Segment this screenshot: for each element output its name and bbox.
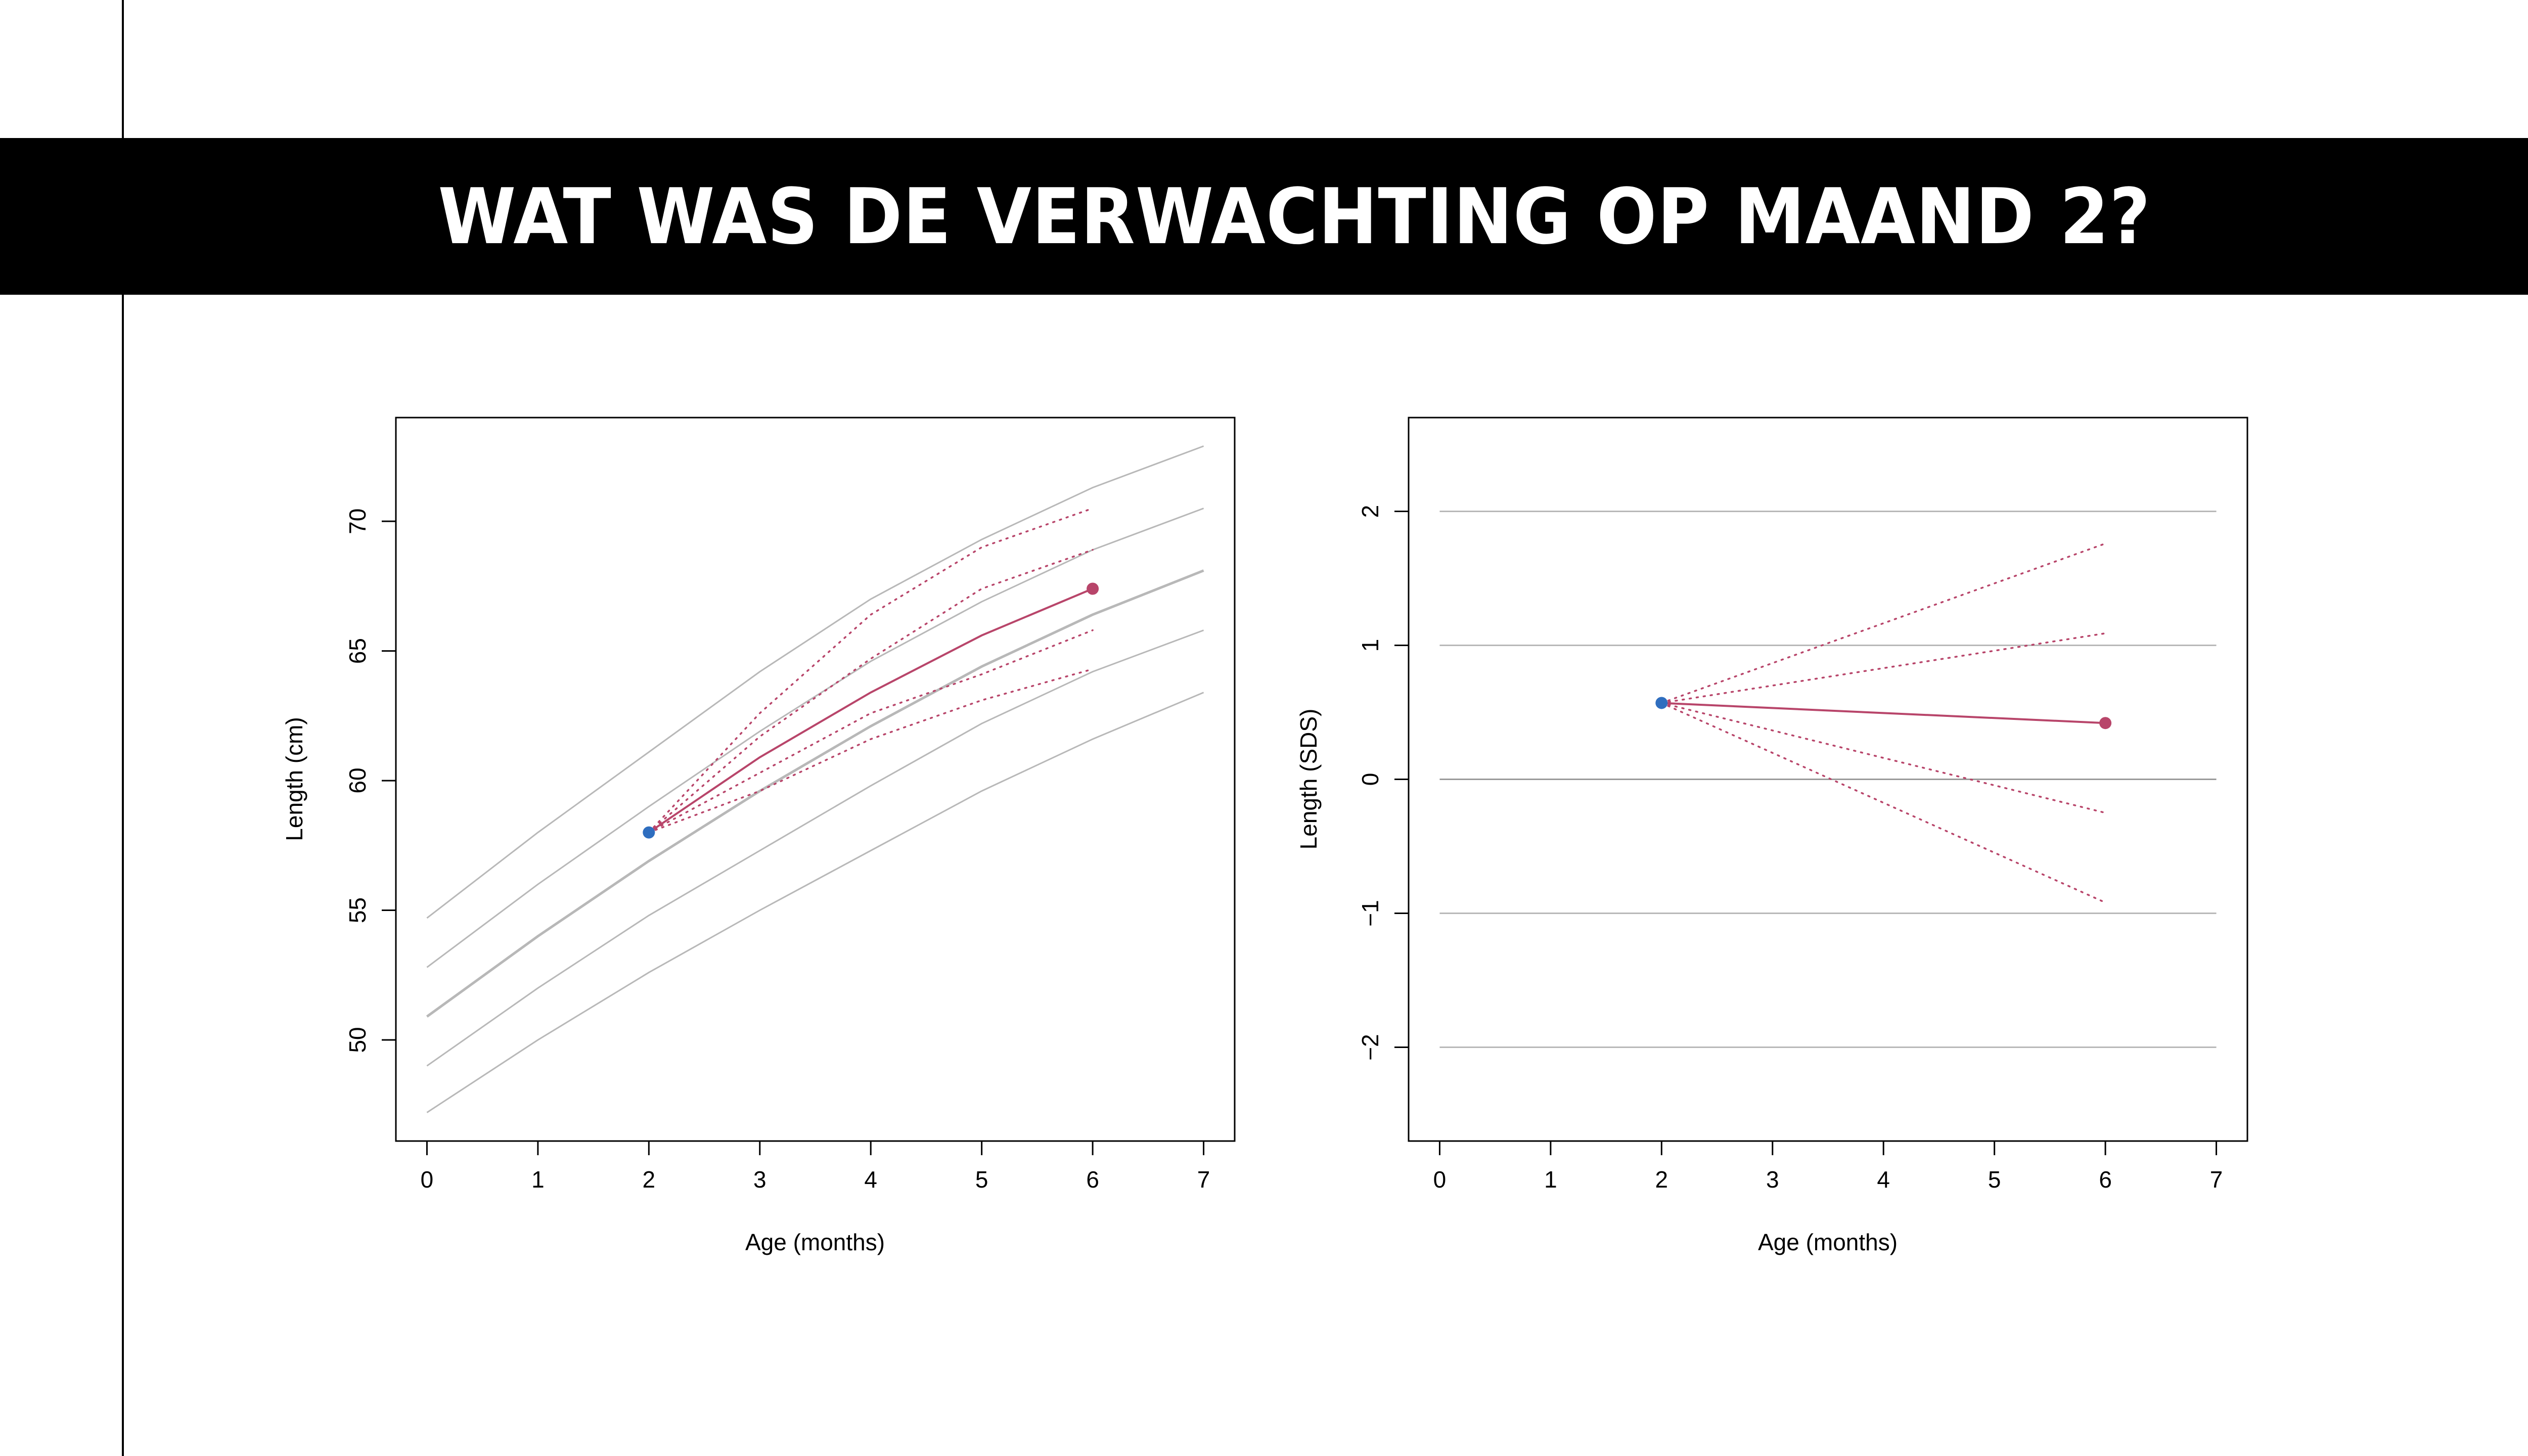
y-tick-label: 65 (344, 638, 371, 664)
y-tick-label: 55 (344, 897, 371, 923)
prediction-bound-line (1660, 702, 2106, 904)
title-band: WAT WAS DE VERWACHTING OP MAAND 2? (0, 138, 2528, 295)
y-axis: 50 55 60 65 70 (344, 509, 397, 1053)
x-tick-label: 7 (1197, 1166, 1210, 1193)
x-axis: 0 1 2 3 4 5 6 7 (421, 1140, 1210, 1193)
y-axis: −2 −1 0 1 2 (1357, 505, 1410, 1061)
x-tick-label: 7 (2210, 1166, 2223, 1193)
y-tick-label: −1 (1357, 900, 1383, 926)
y-axis-label: Length (cm) (281, 717, 307, 841)
y-tick-label: 50 (344, 1027, 371, 1053)
left-vertical-rule (122, 0, 124, 1456)
x-tick-label: 4 (1877, 1166, 1890, 1193)
y-tick-label: 70 (344, 509, 371, 534)
x-tick-label: 6 (1086, 1166, 1099, 1193)
x-tick-label: 3 (1766, 1166, 1779, 1193)
reference-curve (426, 692, 1204, 1113)
x-tick-label: 5 (1988, 1166, 2001, 1193)
prediction-bound-line (648, 549, 1094, 834)
prediction-bound-line (1660, 542, 2106, 704)
prediction-line (648, 587, 1093, 834)
x-tick-label: 2 (643, 1166, 656, 1193)
reference-curve (426, 569, 1204, 1018)
predicted-point (1087, 582, 1099, 595)
x-tick-label: 2 (1655, 1166, 1668, 1193)
prediction-bound-line (1660, 702, 2106, 814)
y-tick-label: −2 (1357, 1034, 1383, 1060)
x-tick-label: 5 (975, 1166, 988, 1193)
predicted-point (2099, 717, 2112, 730)
y-tick-label: 60 (344, 767, 371, 793)
y-axis-label: Length (SDS) (1295, 709, 1322, 850)
data-points (643, 582, 1099, 839)
reference-curve (426, 508, 1204, 968)
prediction-bound-line (648, 507, 1094, 834)
reference-curve (426, 445, 1204, 919)
x-axis: 0 1 2 3 4 5 6 7 (1433, 1140, 2223, 1193)
observed-point (1655, 697, 1668, 709)
y-tick-label: 0 (1357, 773, 1383, 786)
prediction-bound-line (648, 668, 1094, 834)
y-tick-label: 2 (1357, 505, 1383, 518)
data-points (1655, 697, 2112, 730)
x-tick-label: 1 (1544, 1166, 1557, 1193)
prediction-path (648, 587, 1093, 834)
y-tick-label: 1 (1357, 639, 1383, 652)
reference-lines (1439, 511, 2217, 1048)
reference-curves (426, 445, 1204, 1113)
prediction-line (1661, 702, 2106, 724)
x-tick-label: 0 (421, 1166, 434, 1193)
prediction-bounds (1660, 542, 2106, 904)
x-axis-label: Age (months) (745, 1229, 885, 1255)
x-tick-label: 4 (864, 1166, 877, 1193)
observed-point (643, 826, 655, 839)
prediction-bounds (648, 507, 1094, 834)
slide-title: WAT WAS DE VERWACHTING OP MAAND 2? (438, 171, 2151, 261)
x-tick-label: 6 (2099, 1166, 2112, 1193)
x-tick-label: 1 (531, 1166, 545, 1193)
reference-curve (426, 629, 1204, 1067)
x-axis-label: Age (months) (1758, 1229, 1898, 1255)
x-tick-label: 3 (753, 1166, 766, 1193)
prediction-bound-line (1660, 632, 2106, 704)
prediction-path (1661, 702, 2106, 724)
x-tick-label: 0 (1433, 1166, 1447, 1193)
